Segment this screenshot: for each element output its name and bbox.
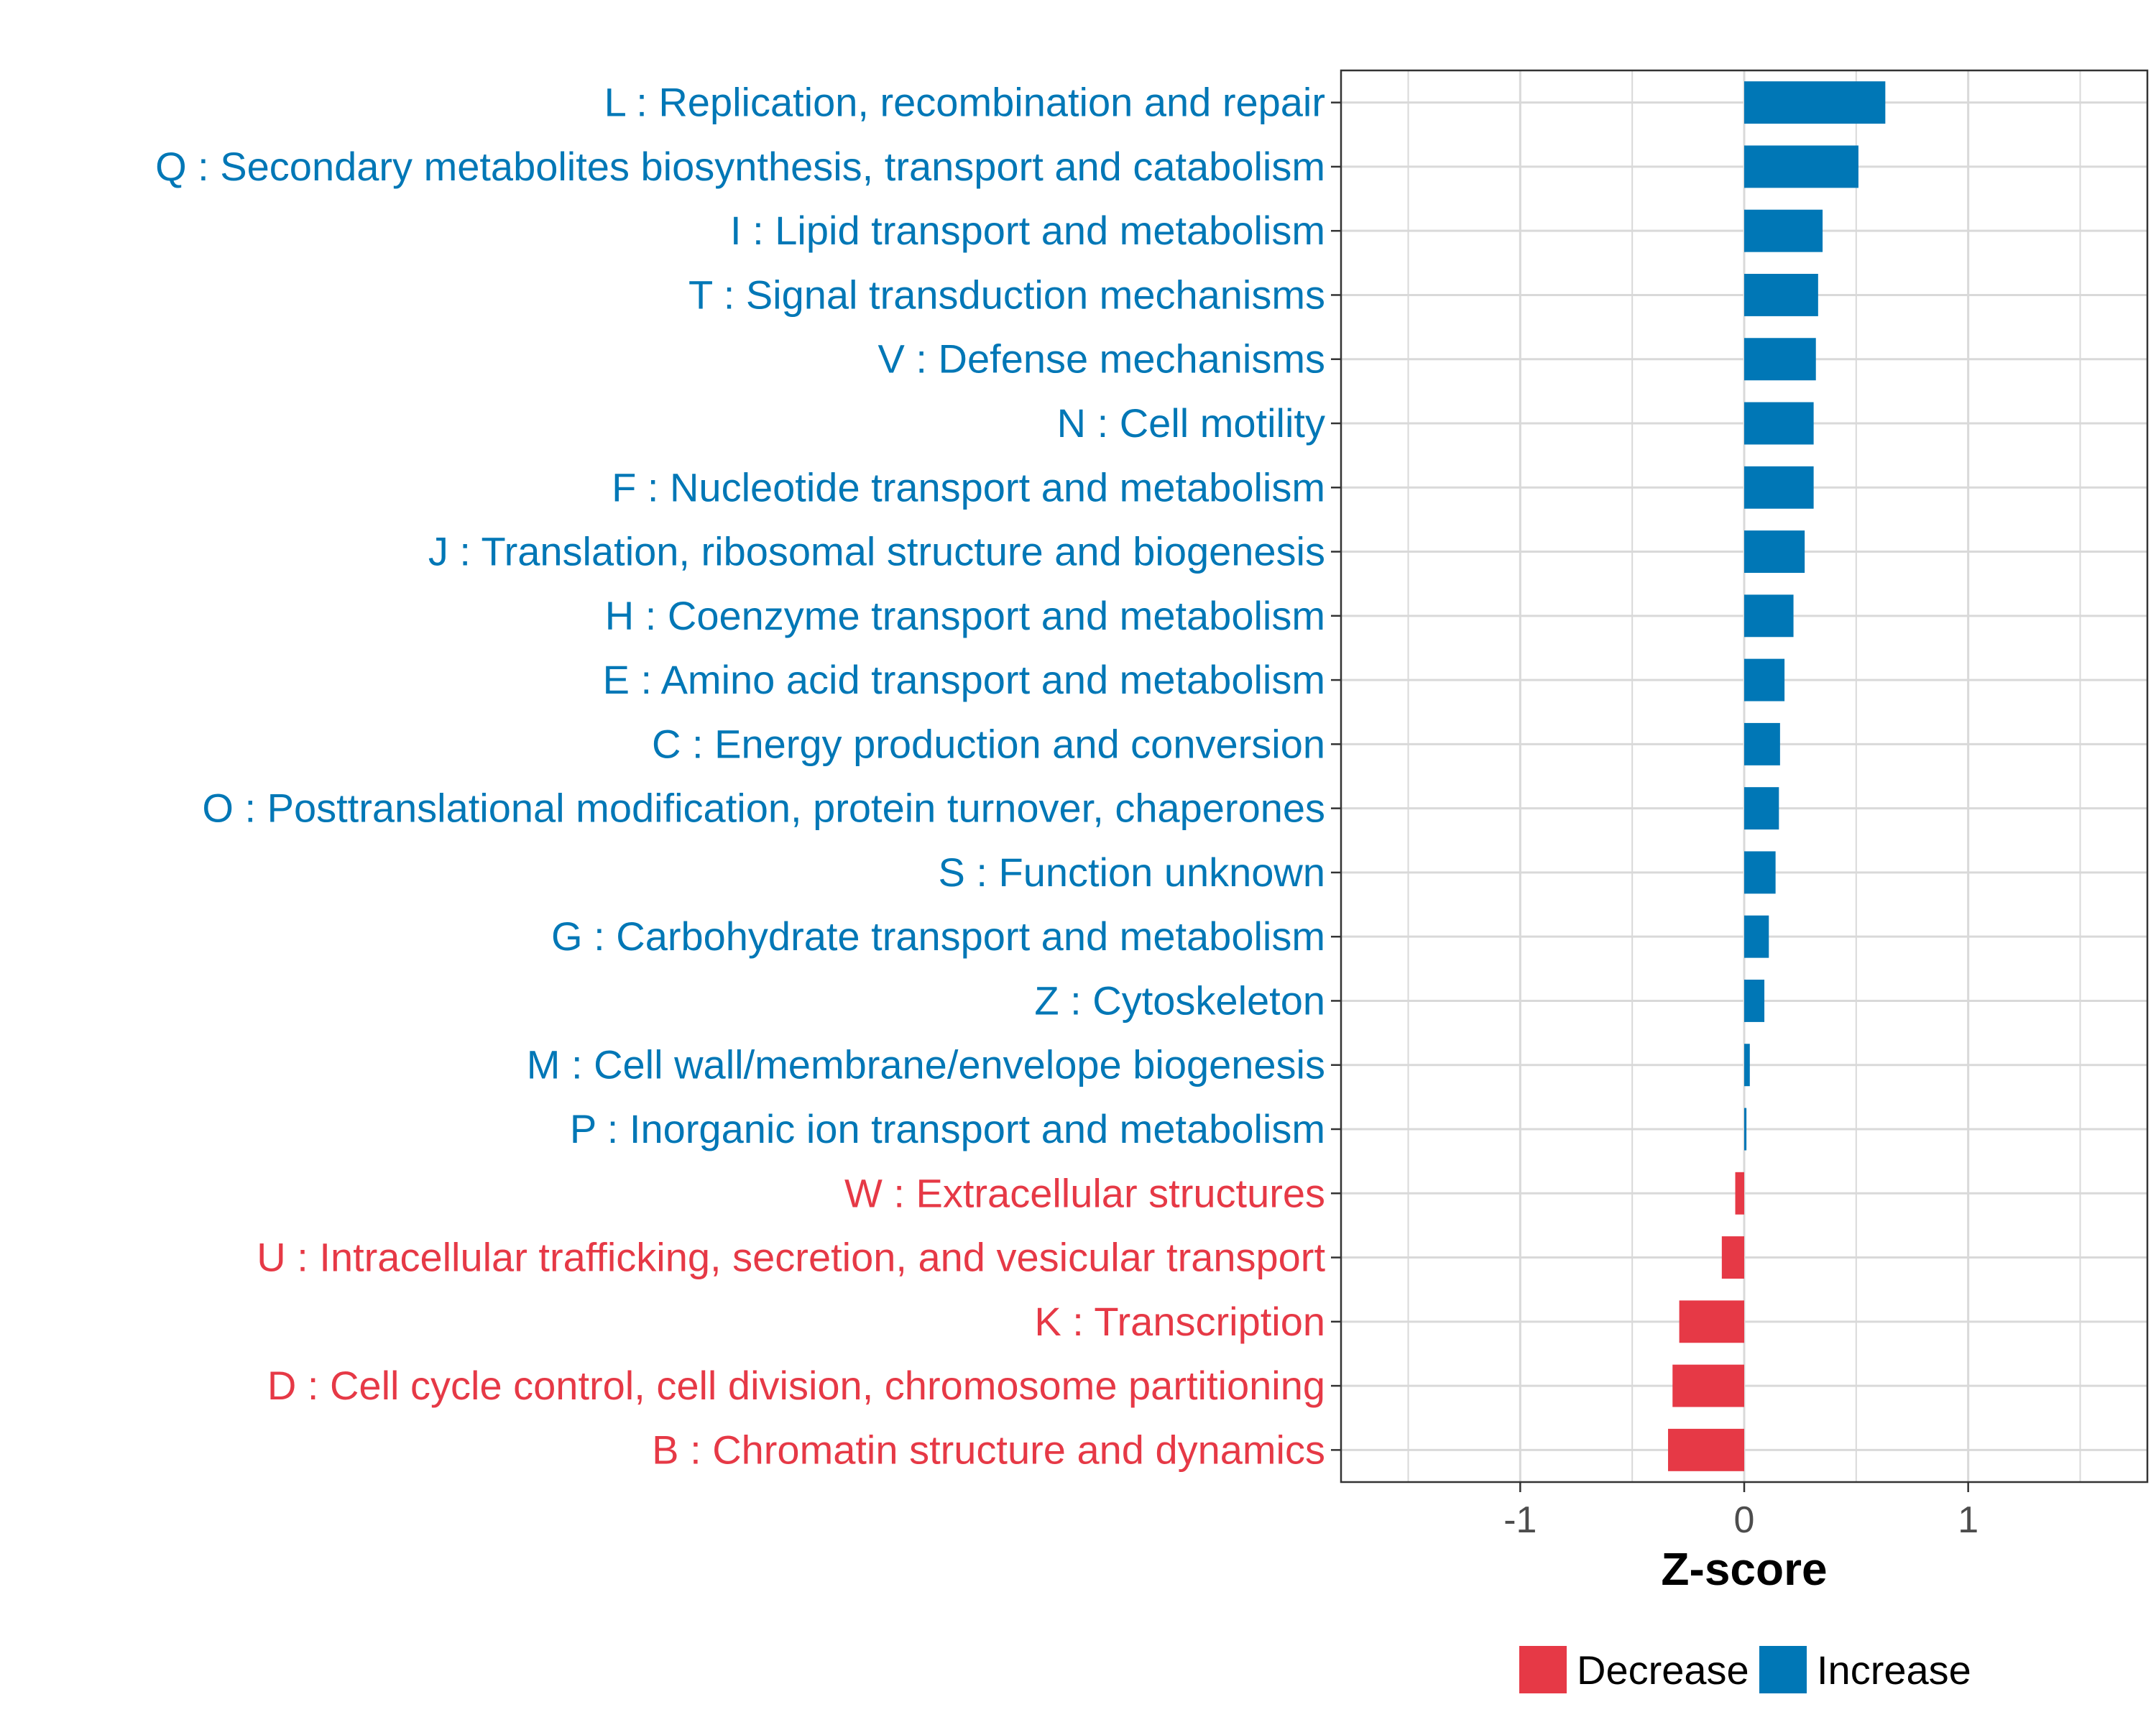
- bar-t: [1744, 273, 1818, 316]
- category-label: S : Function unknown: [938, 850, 1325, 895]
- category-label: J : Translation, ribosomal structure and…: [428, 529, 1325, 574]
- bar-p: [1744, 1108, 1747, 1151]
- category-label: P : Inorganic ion transport and metaboli…: [570, 1106, 1325, 1151]
- legend-swatch-decrease: [1519, 1646, 1567, 1693]
- bar-h: [1744, 594, 1794, 638]
- bar-z: [1744, 979, 1765, 1022]
- category-label: V : Defense mechanisms: [878, 336, 1325, 382]
- category-label: F : Nucleotide transport and metabolism: [612, 464, 1325, 510]
- category-label: O : Posttranslational modification, prot…: [202, 786, 1325, 831]
- x-tick-label: 1: [1958, 1499, 1978, 1541]
- bar-m: [1744, 1044, 1750, 1087]
- bar-q: [1744, 145, 1858, 188]
- category-label: B : Chromatin structure and dynamics: [652, 1427, 1325, 1472]
- legend-label-decrease: Decrease: [1577, 1647, 1749, 1693]
- category-label: Z : Cytoskeleton: [1034, 978, 1325, 1023]
- x-tick-label: -1: [1503, 1499, 1537, 1541]
- category-label: G : Carbohydrate transport and metabolis…: [551, 914, 1325, 959]
- bar-d: [1672, 1364, 1744, 1407]
- x-axis-ticks: -1 0 1: [1503, 1482, 1978, 1541]
- category-label: U : Intracellular trafficking, secretion…: [257, 1235, 1325, 1280]
- bar-o: [1744, 787, 1779, 830]
- category-label: K : Transcription: [1034, 1299, 1325, 1344]
- bar-b: [1668, 1428, 1744, 1471]
- category-label: H : Coenzyme transport and metabolism: [605, 593, 1325, 638]
- bar-i: [1744, 209, 1823, 252]
- bar-u: [1721, 1236, 1744, 1279]
- bar-v: [1744, 338, 1816, 381]
- x-axis-title: Z-score: [1661, 1543, 1827, 1595]
- bar-g: [1744, 915, 1769, 958]
- category-label: N : Cell motility: [1057, 400, 1325, 446]
- bar-c: [1744, 722, 1780, 765]
- category-labels: L : Replication, recombination and repai…: [155, 80, 1325, 1473]
- category-label: I : Lipid transport and metabolism: [730, 208, 1325, 253]
- category-label: M : Cell wall/membrane/envelope biogenes…: [527, 1042, 1325, 1087]
- legend: Decrease Increase: [1519, 1646, 1971, 1693]
- bar-s: [1744, 851, 1776, 894]
- bar-l: [1744, 81, 1886, 124]
- bar-n: [1744, 402, 1814, 445]
- x-tick-label: 0: [1734, 1499, 1755, 1541]
- bar-w: [1735, 1172, 1744, 1215]
- bar-j: [1744, 530, 1805, 574]
- category-label: Q : Secondary metabolites biosynthesis, …: [155, 144, 1325, 189]
- category-label: T : Signal transduction mechanisms: [688, 272, 1325, 317]
- y-axis-ticks: [1331, 101, 1341, 1451]
- bar-e: [1744, 658, 1785, 702]
- bar-f: [1744, 466, 1814, 509]
- legend-label-increase: Increase: [1817, 1647, 1971, 1693]
- category-label: E : Amino acid transport and metabolism: [603, 657, 1325, 702]
- bar-k: [1679, 1300, 1744, 1343]
- bars: [1668, 81, 1886, 1471]
- category-label: L : Replication, recombination and repai…: [604, 80, 1325, 125]
- category-label: C : Energy production and conversion: [652, 721, 1325, 766]
- category-label: D : Cell cycle control, cell division, c…: [267, 1363, 1325, 1408]
- legend-swatch-increase: [1759, 1646, 1807, 1693]
- category-label: W : Extracellular structures: [844, 1170, 1325, 1215]
